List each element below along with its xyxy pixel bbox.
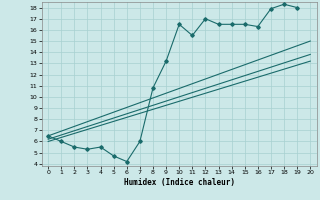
X-axis label: Humidex (Indice chaleur): Humidex (Indice chaleur) bbox=[124, 178, 235, 187]
